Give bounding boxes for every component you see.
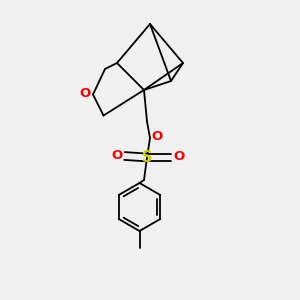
Text: O: O [173, 150, 184, 163]
Text: O: O [79, 87, 90, 101]
Text: O: O [111, 148, 122, 162]
Text: S: S [142, 150, 152, 165]
Text: O: O [152, 130, 163, 143]
